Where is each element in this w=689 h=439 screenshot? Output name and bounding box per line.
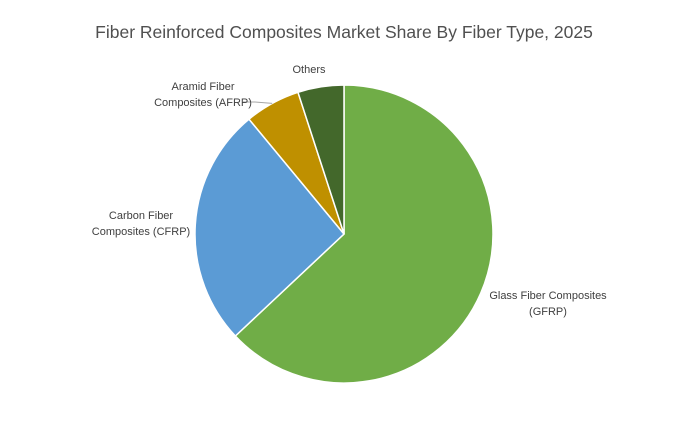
pie-slices xyxy=(194,84,494,384)
slice-label-2-line-1: Composites (AFRP) xyxy=(154,97,252,109)
slice-label-0-line-1: (GFRP) xyxy=(529,306,567,318)
chart-title: Fiber Reinforced Composites Market Share… xyxy=(95,22,593,42)
slice-labels: Glass Fiber Composites (GFRP) Carbon Fiber… xyxy=(92,64,607,318)
slice-label-3: Others xyxy=(292,64,326,76)
slice-label-1-line-1: Composites (CFRP) xyxy=(92,226,190,238)
pie-slice-3 xyxy=(297,84,345,235)
slice-label-0: Glass Fiber Composites (GFRP) xyxy=(489,290,607,318)
slice-label-2: Aramid Fiber Composites (AFRP) xyxy=(154,81,252,109)
slice-label-0-line-0: Glass Fiber Composites xyxy=(489,290,607,302)
slice-label-2-line-0: Aramid Fiber xyxy=(172,81,235,93)
slice-label-1: Carbon Fiber Composites (CFRP) xyxy=(92,210,190,238)
leader-lines xyxy=(243,101,273,104)
pie-slice-0 xyxy=(234,84,494,384)
slice-label-3-line-0: Others xyxy=(292,64,326,76)
slice-label-1-line-0: Carbon Fiber xyxy=(109,210,174,222)
pie-slice-1 xyxy=(194,118,346,338)
leader-line-2 xyxy=(243,101,273,104)
